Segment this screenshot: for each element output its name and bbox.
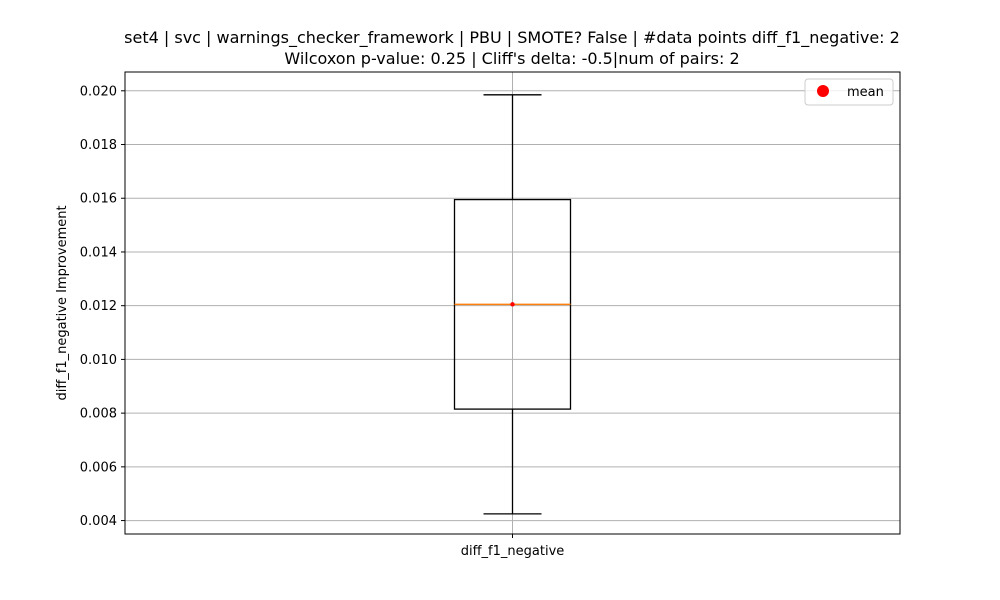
y-tick-label: 0.010	[80, 353, 117, 368]
x-axis: diff_f1_negative	[461, 534, 565, 559]
chart-title-line1: set4 | svc | warnings_checker_framework …	[124, 28, 900, 48]
y-tick-label: 0.020	[80, 84, 117, 99]
legend-mean-marker	[817, 85, 829, 97]
y-tick-label: 0.018	[80, 138, 117, 153]
y-axis: 0.004 0.006 0.008 0.010 0.012 0.014 0.016 0.018…	[80, 84, 125, 529]
y-tick-label: 0.016	[80, 192, 117, 207]
legend-frame	[804, 78, 894, 106]
legend: mean	[804, 78, 894, 106]
legend-mean-label: mean	[847, 85, 884, 100]
y-tick-label: 0.014	[80, 245, 117, 260]
box-layer	[453, 94, 572, 515]
mean-marker	[510, 302, 515, 307]
y-tick-label: 0.004	[80, 514, 117, 529]
chart-title-line2: Wilcoxon p-value: 0.25 | Cliff's delta: …	[284, 49, 739, 68]
x-tick-label: diff_f1_negative	[461, 544, 565, 559]
y-tick-label: 0.012	[80, 299, 117, 314]
y-tick-label: 0.008	[80, 407, 117, 422]
y-axis-label: diff_f1_negative Improvement	[55, 205, 70, 400]
y-tick-label: 0.006	[80, 460, 117, 475]
